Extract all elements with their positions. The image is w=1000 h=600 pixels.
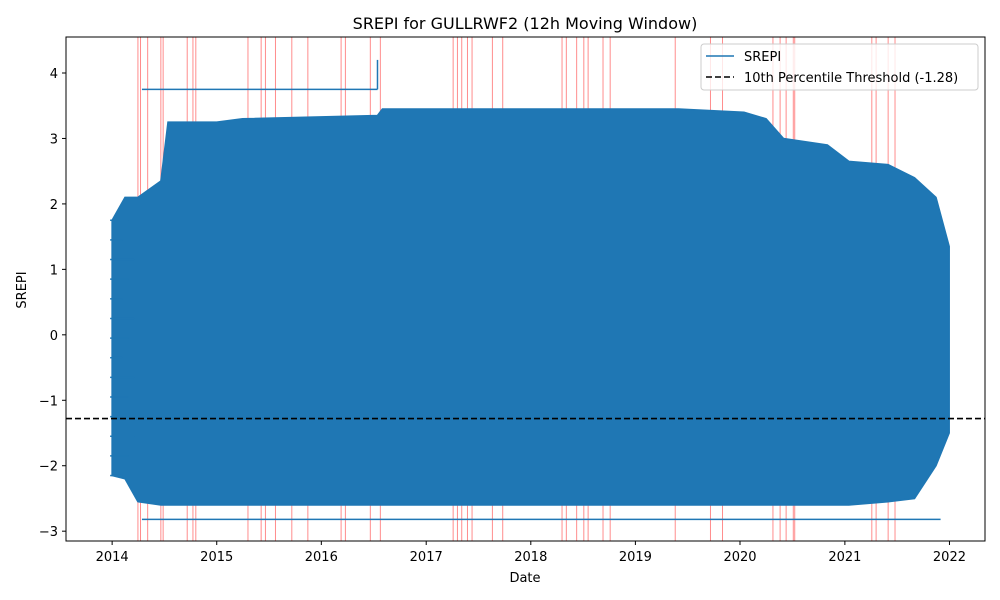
- x-tick-label: 2022: [933, 550, 966, 565]
- x-tick-label: 2021: [828, 550, 861, 565]
- y-tick-label: 4: [50, 67, 58, 82]
- y-tick-label: 2: [50, 198, 58, 213]
- legend: SREPI 10th Percentile Threshold (-1.28): [700, 43, 979, 91]
- plot-area: [66, 37, 985, 541]
- srepi-series: [110, 59, 950, 521]
- y-tick-label: 0: [50, 329, 58, 344]
- y-tick-label: −1: [39, 394, 58, 409]
- legend-threshold-label: 10th Percentile Threshold (-1.28): [744, 71, 958, 86]
- x-tick-label: 2018: [514, 550, 547, 565]
- x-axis-title: Date: [509, 571, 540, 586]
- chart-title: SREPI for GULLRWF2 (12h Moving Window): [353, 14, 698, 33]
- plot-frame: [65, 36, 986, 542]
- x-tick-label: 2020: [723, 550, 756, 565]
- legend-srepi-label: SREPI: [744, 50, 781, 65]
- y-tick-label: 1: [50, 263, 58, 278]
- y-axis-title: SREPI: [15, 271, 30, 308]
- x-tick-label: 2019: [619, 550, 652, 565]
- x-tick-label: 2014: [96, 550, 129, 565]
- y-axis: −3 −2 −1 0 1 2 3 4: [39, 67, 66, 540]
- y-tick-label: −2: [39, 460, 58, 475]
- x-tick-label: 2016: [305, 550, 338, 565]
- x-tick-label: 2017: [410, 550, 443, 565]
- y-tick-label: −3: [39, 525, 58, 540]
- y-tick-label: 3: [50, 132, 58, 147]
- x-tick-label: 2015: [200, 550, 233, 565]
- legend-box: [700, 43, 979, 91]
- srepi-series-band: [111, 108, 950, 506]
- x-axis: 2014 2015 2016 2017 2018 2019 2020 2021 2022: [96, 541, 966, 565]
